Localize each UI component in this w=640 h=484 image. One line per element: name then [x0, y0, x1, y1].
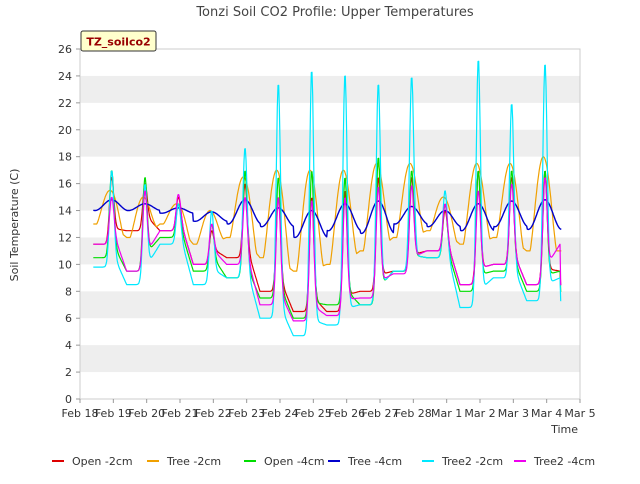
legend-item-open-4cm: Open -4cm: [244, 455, 325, 468]
x-tick-label: Mar 3: [498, 407, 529, 420]
legend-label: Tree2 -2cm: [441, 455, 503, 468]
legend-label: Tree -4cm: [347, 455, 402, 468]
legend-label: Open -2cm: [72, 455, 133, 468]
x-tick-label: Mar 5: [564, 407, 595, 420]
x-tick-label: Feb 26: [328, 407, 365, 420]
plot-frame: [79, 48, 581, 400]
legend-item-open-2cm: Open -2cm: [52, 455, 133, 468]
x-tick-label: Feb 25: [295, 407, 332, 420]
x-tick-label: Feb 21: [162, 407, 199, 420]
legend-label: Open -4cm: [264, 455, 325, 468]
x-tick-label: Mar 2: [464, 407, 495, 420]
legend-item-tree2-2cm: Tree2 -2cm: [422, 455, 503, 468]
series-line-tree2-2cm: [93, 60, 562, 337]
x-tick-label: Feb 22: [195, 407, 232, 420]
y-tick-label: 0: [65, 393, 72, 406]
series-line-tree-2cm: [93, 156, 562, 272]
grid-band: [80, 237, 580, 265]
legend-item-tree-4cm: Tree -4cm: [328, 455, 402, 468]
legend-item-tree2-4cm: Tree2 -4cm: [514, 455, 595, 468]
y-tick-label: 26: [58, 43, 72, 56]
x-tick-label: Feb 19: [95, 407, 132, 420]
chart-title: Tonzi Soil CO2 Profile: Upper Temperatur…: [195, 5, 474, 20]
y-tick-label: 20: [58, 124, 72, 137]
y-tick-label: 6: [65, 312, 72, 325]
y-tick-label: 14: [58, 205, 72, 218]
legend-item-tree-2cm: Tree -2cm: [147, 455, 221, 468]
x-tick-label: Feb 27: [362, 407, 399, 420]
y-tick-label: 2: [65, 366, 72, 379]
grid-band: [80, 129, 580, 157]
y-axis-label: Soil Temperature (C): [8, 169, 21, 282]
site-label-text: TZ_soilco2: [86, 36, 150, 49]
x-tick-label: Mar 4: [531, 407, 562, 420]
y-tick-label: 16: [58, 178, 72, 191]
x-tick-label: Feb 23: [228, 407, 265, 420]
site-label-badge: TZ_soilco2: [80, 30, 157, 52]
x-tick-label: Mar 1: [431, 407, 462, 420]
y-tick-label: 4: [65, 339, 72, 352]
grid-band: [80, 75, 580, 103]
x-tick-label: Feb 24: [262, 407, 299, 420]
legend: Open -2cm Tree -2cm Open -4cm Tree -4cm Tree…: [52, 455, 595, 468]
y-tick-label: 8: [65, 285, 72, 298]
y-tick-label: 24: [58, 70, 72, 83]
legend-label: Tree2 -4cm: [533, 455, 595, 468]
grid-band: [80, 183, 580, 211]
grid-band: [80, 345, 580, 373]
x-tick-label: Feb 28: [395, 407, 432, 420]
y-tick-label: 12: [58, 231, 72, 244]
series-line-tree2-4cm: [93, 177, 562, 322]
series-lines: [93, 60, 562, 337]
y-tick-label: 22: [58, 97, 72, 110]
x-axis-label: Time: [550, 423, 578, 436]
legend-label: Tree -2cm: [166, 455, 221, 468]
x-tick-label: Feb 18: [62, 407, 99, 420]
y-tick-label: 18: [58, 151, 72, 164]
y-tick-label: 10: [58, 258, 72, 271]
x-tick-label: Feb 20: [128, 407, 165, 420]
series-line-tree-4cm: [93, 199, 562, 239]
grid-bands: [80, 75, 580, 373]
